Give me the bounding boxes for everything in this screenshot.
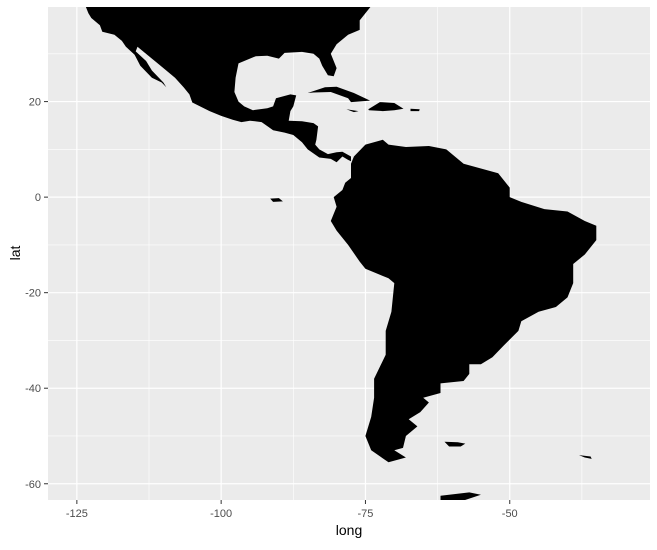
y-tick-label: -20 xyxy=(25,288,41,300)
x-tick-label: -125 xyxy=(66,508,88,520)
axes: -125 -100 -75 -50 20 0 -20 -40 -60 xyxy=(25,97,518,520)
y-tick-label: 0 xyxy=(35,192,41,204)
x-axis-title: long xyxy=(336,522,362,538)
land-polygon-antarctic-peninsula xyxy=(440,492,481,500)
land-polygon-puerto-rico xyxy=(410,108,420,112)
land-polygons xyxy=(85,7,597,500)
land-polygon-hispaniola xyxy=(368,102,404,112)
y-axis-title: lat xyxy=(7,246,23,261)
x-tick-label: -100 xyxy=(210,508,232,520)
land-polygon-jamaica xyxy=(346,109,359,113)
land-polygon-cuba xyxy=(307,86,371,103)
y-tick-label: -60 xyxy=(25,479,41,491)
land-polygon-south-america xyxy=(330,139,597,463)
land-polygon-galapagos xyxy=(270,198,283,202)
land-polygon-north-and-central-america xyxy=(85,7,371,163)
land-polygon-south-georgia xyxy=(579,455,592,459)
x-tick-label: -50 xyxy=(502,508,518,520)
y-tick-label: -40 xyxy=(25,383,41,395)
y-tick-label: 20 xyxy=(29,97,41,109)
land-polygon-falkland-islands xyxy=(444,441,466,447)
x-tick-label: -75 xyxy=(357,508,373,520)
